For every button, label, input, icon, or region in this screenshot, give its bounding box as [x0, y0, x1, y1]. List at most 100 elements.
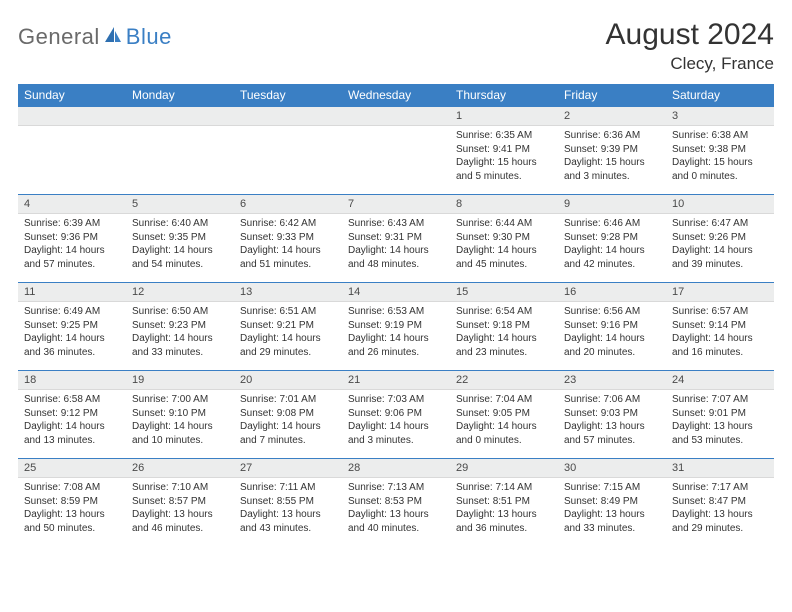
- sunset-line: Sunset: 9:31 PM: [348, 231, 444, 245]
- daylight-line: Daylight: 14 hours and 45 minutes.: [456, 244, 552, 271]
- day-cell: 20Sunrise: 7:01 AMSunset: 9:08 PMDayligh…: [234, 371, 342, 459]
- daylight-line: Daylight: 14 hours and 29 minutes.: [240, 332, 336, 359]
- sunrise-line: Sunrise: 7:13 AM: [348, 481, 444, 495]
- day-details: Sunrise: 7:08 AMSunset: 8:59 PMDaylight:…: [18, 478, 126, 539]
- day-details: Sunrise: 6:54 AMSunset: 9:18 PMDaylight:…: [450, 302, 558, 363]
- day-details: Sunrise: 7:17 AMSunset: 8:47 PMDaylight:…: [666, 478, 774, 539]
- daylight-line: Daylight: 13 hours and 33 minutes.: [564, 508, 660, 535]
- day-cell: 12 Sunrise: 6:50 AMSunset: 9:23 PMDayligh…: [126, 283, 234, 371]
- day-number: 24: [666, 371, 774, 390]
- week-row: 1Sunrise: 6:35 AMSunset: 9:41 PMDaylight…: [18, 107, 774, 195]
- day-cell: 2Sunrise: 6:36 AMSunset: 9:39 PMDaylight…: [558, 107, 666, 195]
- sunrise-line: Sunrise: 6:56 AM: [564, 305, 660, 319]
- day-details: Sunrise: 6:58 AMSunset: 9:12 PMDaylight:…: [18, 390, 126, 451]
- sunrise-line: Sunrise: 6:50 AM: [132, 305, 228, 319]
- day-cell: 3Sunrise: 6:38 AMSunset: 9:38 PMDaylight…: [666, 107, 774, 195]
- day-details: Sunrise: 7:00 AMSunset: 9:10 PMDaylight:…: [126, 390, 234, 451]
- sunrise-line: Sunrise: 7:17 AM: [672, 481, 768, 495]
- day-number: 12: [126, 283, 234, 302]
- title-block: August 2024 Clecy, France: [606, 18, 774, 74]
- sunset-line: Sunset: 8:59 PM: [24, 495, 120, 509]
- sunrise-line: Sunrise: 6:47 AM: [672, 217, 768, 231]
- daylight-line: Daylight: 13 hours and 43 minutes.: [240, 508, 336, 535]
- sunset-line: Sunset: 9:30 PM: [456, 231, 552, 245]
- daylight-line: Daylight: 14 hours and 20 minutes.: [564, 332, 660, 359]
- day-cell: 7Sunrise: 6:43 AMSunset: 9:31 PMDaylight…: [342, 195, 450, 283]
- day-header-mon: Monday: [126, 84, 234, 107]
- sunrise-line: Sunrise: 6:54 AM: [456, 305, 552, 319]
- day-number: [342, 107, 450, 126]
- sunset-line: Sunset: 9:03 PM: [564, 407, 660, 421]
- sunrise-line: Sunrise: 7:11 AM: [240, 481, 336, 495]
- day-details: Sunrise: 6:44 AMSunset: 9:30 PMDaylight:…: [450, 214, 558, 275]
- day-cell: [342, 107, 450, 195]
- daylight-line: Daylight: 14 hours and 13 minutes.: [24, 420, 120, 447]
- day-number: 13: [234, 283, 342, 302]
- day-number: 4: [18, 195, 126, 214]
- daylight-line: Daylight: 14 hours and 3 minutes.: [348, 420, 444, 447]
- day-header-row: Sunday Monday Tuesday Wednesday Thursday…: [18, 84, 774, 107]
- sunset-line: Sunset: 8:51 PM: [456, 495, 552, 509]
- daylight-line: Daylight: 13 hours and 46 minutes.: [132, 508, 228, 535]
- sunset-line: Sunset: 9:28 PM: [564, 231, 660, 245]
- sunset-line: Sunset: 9:26 PM: [672, 231, 768, 245]
- day-cell: 25Sunrise: 7:08 AMSunset: 8:59 PMDayligh…: [18, 459, 126, 547]
- day-details: Sunrise: 6:35 AMSunset: 9:41 PMDaylight:…: [450, 126, 558, 187]
- sunrise-line: Sunrise: 6:42 AM: [240, 217, 336, 231]
- daylight-line: Daylight: 13 hours and 40 minutes.: [348, 508, 444, 535]
- day-header-fri: Friday: [558, 84, 666, 107]
- day-details: Sunrise: 7:14 AMSunset: 8:51 PMDaylight:…: [450, 478, 558, 539]
- sunset-line: Sunset: 8:49 PM: [564, 495, 660, 509]
- day-cell: [126, 107, 234, 195]
- sunset-line: Sunset: 9:06 PM: [348, 407, 444, 421]
- day-cell: 18Sunrise: 6:58 AMSunset: 9:12 PMDayligh…: [18, 371, 126, 459]
- day-details: Sunrise: 6:39 AMSunset: 9:36 PMDaylight:…: [18, 214, 126, 275]
- day-cell: [18, 107, 126, 195]
- week-row: 4Sunrise: 6:39 AMSunset: 9:36 PMDaylight…: [18, 195, 774, 283]
- day-details: Sunrise: 7:01 AMSunset: 9:08 PMDaylight:…: [234, 390, 342, 451]
- sunrise-line: Sunrise: 6:53 AM: [348, 305, 444, 319]
- day-number: 7: [342, 195, 450, 214]
- daylight-line: Daylight: 13 hours and 53 minutes.: [672, 420, 768, 447]
- sunset-line: Sunset: 9:23 PM: [132, 319, 228, 333]
- sunset-line: Sunset: 9:33 PM: [240, 231, 336, 245]
- sunrise-line: Sunrise: 6:58 AM: [24, 393, 120, 407]
- day-details: Sunrise: 6:47 AMSunset: 9:26 PMDaylight:…: [666, 214, 774, 275]
- week-row: 18Sunrise: 6:58 AMSunset: 9:12 PMDayligh…: [18, 371, 774, 459]
- day-details: Sunrise: 7:06 AMSunset: 9:03 PMDaylight:…: [558, 390, 666, 451]
- day-cell: 31Sunrise: 7:17 AMSunset: 8:47 PMDayligh…: [666, 459, 774, 547]
- sunrise-line: Sunrise: 7:03 AM: [348, 393, 444, 407]
- day-cell: 23Sunrise: 7:06 AMSunset: 9:03 PMDayligh…: [558, 371, 666, 459]
- day-details: Sunrise: 7:15 AMSunset: 8:49 PMDaylight:…: [558, 478, 666, 539]
- day-number: 10: [666, 195, 774, 214]
- day-number: 29: [450, 459, 558, 478]
- sunrise-line: Sunrise: 7:00 AM: [132, 393, 228, 407]
- daylight-line: Daylight: 14 hours and 16 minutes.: [672, 332, 768, 359]
- daylight-line: Daylight: 14 hours and 36 minutes.: [24, 332, 120, 359]
- day-cell: 19Sunrise: 7:00 AMSunset: 9:10 PMDayligh…: [126, 371, 234, 459]
- sunrise-line: Sunrise: 7:15 AM: [564, 481, 660, 495]
- sunset-line: Sunset: 9:08 PM: [240, 407, 336, 421]
- day-cell: 22Sunrise: 7:04 AMSunset: 9:05 PMDayligh…: [450, 371, 558, 459]
- sunset-line: Sunset: 8:53 PM: [348, 495, 444, 509]
- day-details: Sunrise: 6:46 AMSunset: 9:28 PMDaylight:…: [558, 214, 666, 275]
- day-number: 5: [126, 195, 234, 214]
- sunset-line: Sunset: 9:01 PM: [672, 407, 768, 421]
- day-details: Sunrise: 6:36 AMSunset: 9:39 PMDaylight:…: [558, 126, 666, 187]
- sunrise-line: Sunrise: 6:38 AM: [672, 129, 768, 143]
- day-number: 20: [234, 371, 342, 390]
- day-number: 2: [558, 107, 666, 126]
- day-cell: [234, 107, 342, 195]
- day-number: 28: [342, 459, 450, 478]
- daylight-line: Daylight: 14 hours and 33 minutes.: [132, 332, 228, 359]
- sunrise-line: Sunrise: 7:10 AM: [132, 481, 228, 495]
- daylight-line: Daylight: 14 hours and 23 minutes.: [456, 332, 552, 359]
- daylight-line: Daylight: 13 hours and 29 minutes.: [672, 508, 768, 535]
- sunset-line: Sunset: 9:41 PM: [456, 143, 552, 157]
- daylight-line: Daylight: 14 hours and 48 minutes.: [348, 244, 444, 271]
- daylight-line: Daylight: 14 hours and 57 minutes.: [24, 244, 120, 271]
- daylight-line: Daylight: 14 hours and 51 minutes.: [240, 244, 336, 271]
- day-cell: 5Sunrise: 6:40 AMSunset: 9:35 PMDaylight…: [126, 195, 234, 283]
- day-cell: 6Sunrise: 6:42 AMSunset: 9:33 PMDaylight…: [234, 195, 342, 283]
- day-number: 9: [558, 195, 666, 214]
